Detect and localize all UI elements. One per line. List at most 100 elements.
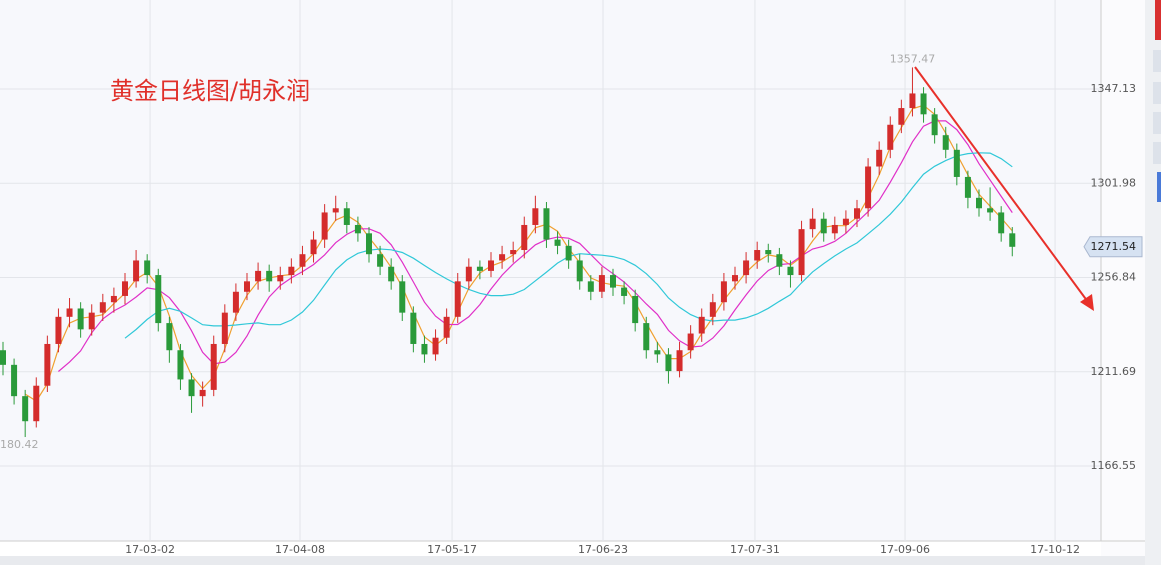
candle-body — [121, 281, 128, 296]
candle-body — [465, 266, 472, 282]
candle-body — [643, 323, 650, 351]
x-tick-label: 17-03-02 — [125, 543, 175, 556]
candle-body — [887, 124, 894, 150]
candle-body — [110, 295, 117, 303]
candle-body — [920, 93, 927, 115]
candle-body — [609, 275, 616, 288]
candle-body — [365, 233, 372, 255]
x-tick-label: 17-05-17 — [427, 543, 477, 556]
y-tick-label: 1166.55 — [1091, 459, 1137, 472]
candle-body — [964, 176, 971, 198]
candle-body — [676, 350, 683, 372]
candle-body — [288, 266, 295, 276]
candle-body — [155, 275, 162, 324]
low-label: 180.42 — [0, 438, 39, 451]
side-button[interactable] — [1153, 50, 1161, 72]
y-tick-label: 1256.84 — [1091, 270, 1137, 283]
side-marker — [1155, 0, 1161, 40]
candle-body — [543, 208, 550, 240]
candle-body — [221, 312, 228, 344]
candle-body — [166, 323, 173, 351]
moving-average — [58, 120, 1013, 372]
candle-body — [243, 281, 250, 292]
candle-body — [576, 260, 583, 282]
candle-body — [88, 312, 95, 330]
candle-body — [22, 396, 29, 422]
candle-body — [66, 308, 73, 317]
axis-panel — [1101, 0, 1145, 565]
candle-body — [133, 260, 140, 282]
candle-body — [687, 333, 694, 351]
candle-body — [299, 254, 306, 267]
candle-body — [853, 208, 860, 219]
candle-body — [876, 149, 883, 167]
x-tick-label: 17-06-23 — [578, 543, 628, 556]
candle-body — [476, 266, 483, 271]
candle-body — [698, 316, 705, 334]
x-tick-label: 17-10-12 — [1030, 543, 1080, 556]
candle-body — [255, 270, 262, 282]
plot-background — [0, 0, 1101, 541]
candle-body — [144, 260, 151, 276]
candle-body — [33, 385, 40, 422]
candle-body — [1009, 233, 1016, 247]
y-tick-label: 1211.69 — [1091, 365, 1137, 378]
candle-body — [0, 350, 6, 365]
candle-body — [632, 295, 639, 324]
candle-body — [743, 260, 750, 276]
candle-body — [709, 302, 716, 317]
candle-body — [565, 245, 572, 261]
candle-body — [454, 281, 461, 317]
x-tick-label: 17-04-08 — [275, 543, 325, 556]
candle-body — [410, 312, 417, 344]
candle-body — [343, 208, 350, 225]
candle-body — [865, 166, 872, 209]
candle-body — [332, 208, 339, 213]
candle-body — [831, 224, 838, 234]
candle-body — [521, 224, 528, 251]
candle-body — [909, 93, 916, 109]
candle-body — [665, 354, 672, 372]
candle-body — [987, 208, 994, 213]
x-tick-label: 17-07-31 — [730, 543, 780, 556]
candle-body — [55, 316, 62, 344]
candle-body — [432, 337, 439, 355]
candle-body — [499, 254, 506, 261]
chart-title: 黄金日线图/胡永润 — [110, 77, 310, 105]
candle-body — [798, 229, 805, 276]
candle-body — [443, 316, 450, 338]
x-tick-label: 17-09-06 — [880, 543, 930, 556]
side-button[interactable] — [1153, 82, 1161, 104]
candle-body — [587, 281, 594, 292]
arrow-head — [1080, 294, 1094, 311]
y-tick-label: 1347.13 — [1091, 82, 1137, 95]
candle-body — [809, 218, 816, 230]
candle-body — [720, 281, 727, 303]
candle-body — [487, 260, 494, 271]
candle-body — [621, 287, 628, 296]
candle-body — [321, 212, 328, 240]
candle-body — [510, 250, 517, 255]
y-tick-label: 1301.98 — [1091, 176, 1137, 189]
candle-body — [199, 389, 206, 397]
scrollbar[interactable] — [0, 556, 1145, 565]
trend-arrow — [914, 66, 1089, 303]
candle-body — [554, 239, 561, 246]
candle-body — [898, 108, 905, 125]
candle-body — [44, 343, 51, 386]
candle-body — [11, 364, 18, 397]
side-button[interactable] — [1153, 112, 1161, 134]
candle-body — [177, 350, 184, 380]
candle-body — [942, 135, 949, 150]
side-button[interactable] — [1157, 172, 1161, 202]
candle-body — [931, 114, 938, 136]
candle-body — [210, 343, 217, 390]
price-tag — [1083, 236, 1143, 258]
candle-body — [776, 254, 783, 267]
candle-body — [399, 281, 406, 313]
side-button[interactable] — [1153, 142, 1161, 164]
candle-body — [377, 254, 384, 267]
candle-body — [820, 218, 827, 234]
candle-body — [266, 270, 273, 282]
